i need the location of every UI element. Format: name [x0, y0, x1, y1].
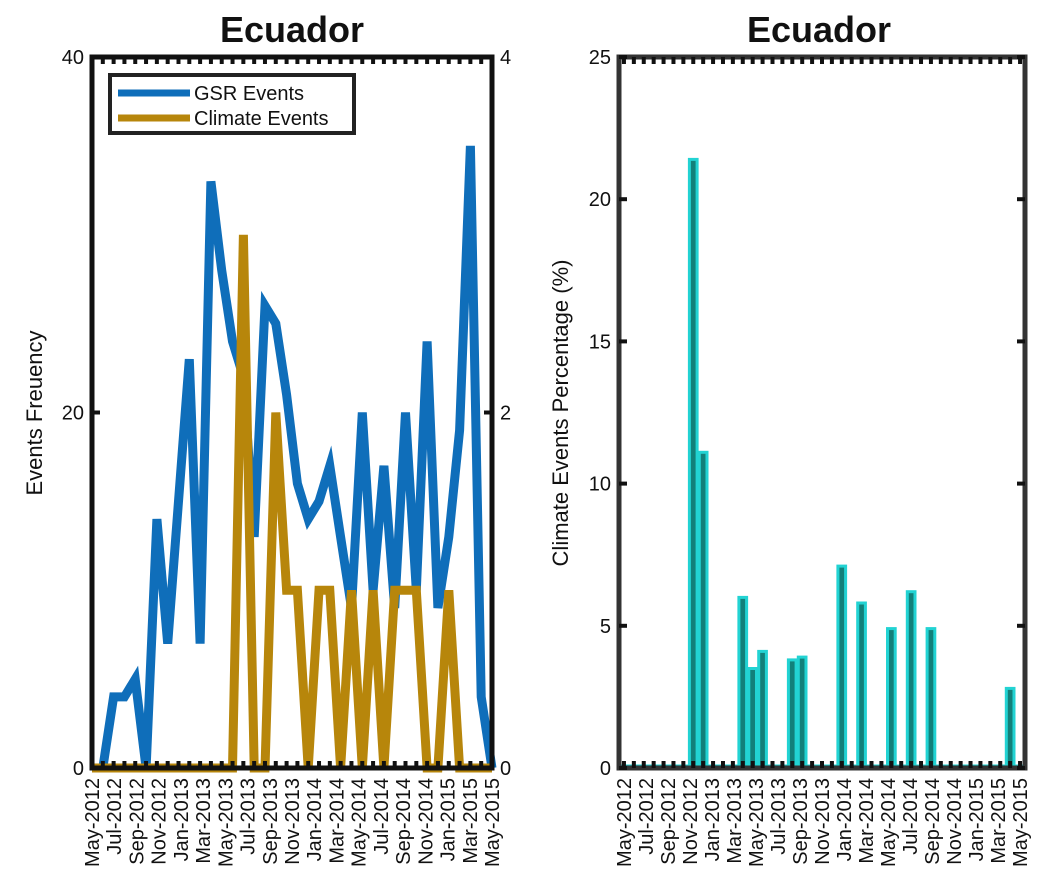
left-x-tick-label: Nov-2014	[415, 778, 437, 865]
right-x-tick-label: Nov-2013	[812, 778, 834, 865]
left-y-tick-label: 20	[62, 403, 84, 425]
right-x-tick-label: Sep-2014	[922, 778, 944, 865]
left-x-tick-label: Sep-2013	[260, 778, 282, 865]
right-y-tick-label: 25	[589, 47, 611, 69]
left-y-tick-label: 40	[62, 47, 84, 69]
left-y2-tick-label: 4	[500, 47, 511, 69]
legend-label-climate: Climate Events	[194, 108, 329, 130]
right-x-tick-label: May-2014	[878, 778, 900, 867]
bar	[747, 667, 758, 770]
bar	[856, 601, 867, 770]
right-y-tick-label: 0	[600, 758, 611, 780]
right-x-tick-label: Nov-2012	[680, 778, 702, 865]
bar	[687, 157, 699, 770]
left-series-group	[92, 145, 497, 773]
right-x-tick-label: Mar-2015	[988, 778, 1010, 864]
right-x-tick-label: Sep-2013	[790, 778, 812, 865]
right-y-tick-label: 5	[600, 616, 611, 638]
left-chart: Ecuador Events Freuency 0 20 40 0 2 4 May-2012…	[22, 9, 511, 867]
bar	[796, 655, 808, 770]
right-x-tick-label: Mar-2014	[856, 778, 878, 864]
legend-label-gsr: GSR Events	[194, 83, 304, 105]
left-x-tick-label: May-2015	[482, 778, 504, 867]
right-bars-group	[618, 157, 1026, 770]
series-line-gsr-events	[92, 145, 497, 773]
left-chart-title: Ecuador	[220, 9, 364, 50]
right-x-tick-label: Jan-2014	[834, 778, 856, 861]
left-x-tick-label: Jul-2013	[238, 778, 260, 855]
left-axes: 0 20 40 0 2 4 May-2012 Jul-2012 Sep-2012 Nov-2012…	[62, 47, 511, 867]
left-x-tick-label: Mar-2015	[460, 778, 482, 864]
left-x-tick-label: Jul-2014	[371, 778, 393, 855]
right-x-tick-label: Jul-2012	[636, 778, 658, 855]
left-x-tick-label: Sep-2014	[393, 778, 415, 865]
right-plot-frame	[616, 54, 1028, 771]
left-x-tick-label: May-2013	[215, 778, 237, 867]
right-chart-title: Ecuador	[747, 9, 891, 50]
left-x-tick-label: Jan-2015	[438, 778, 460, 861]
right-x-tick-label: Jul-2013	[768, 778, 790, 855]
legend-box	[108, 73, 356, 135]
left-x-tick-label: Nov-2013	[282, 778, 304, 865]
bar	[886, 627, 897, 770]
left-y-tick-label: 0	[73, 758, 84, 780]
bar	[697, 450, 709, 770]
left-y2-tick-label: 2	[500, 403, 511, 425]
left-x-tick-label: Jan-2013	[171, 778, 193, 861]
left-x-tick-label: May-2012	[82, 778, 104, 867]
right-x-tick-label: May-2013	[746, 778, 768, 867]
bar	[836, 564, 848, 770]
right-chart-ylabel: Climate Events Percentage (%)	[548, 260, 573, 567]
bar	[905, 590, 917, 770]
right-y-tick-label: 10	[589, 474, 611, 496]
bar	[1004, 686, 1016, 770]
right-x-tick-label: May-2015	[1010, 778, 1032, 867]
left-y2-tick-label: 0	[500, 758, 511, 780]
bar	[737, 595, 749, 770]
right-x-tick-label: Jan-2015	[966, 778, 988, 861]
right-x-tick-label: May-2012	[614, 778, 636, 867]
bar	[925, 627, 937, 770]
left-x-tick-label: Jul-2012	[104, 778, 126, 855]
bar	[757, 649, 768, 770]
right-y-tick-label: 20	[589, 189, 611, 211]
right-x-tick-label: Jan-2013	[702, 778, 724, 861]
right-x-tick-label: Nov-2014	[944, 778, 966, 865]
left-chart-ylabel: Events Freuency	[22, 330, 47, 495]
left-legend: GSR Events Climate Events	[108, 73, 356, 135]
left-x-tick-label: Mar-2013	[193, 778, 215, 864]
left-x-tick-label: Nov-2012	[149, 778, 171, 865]
right-x-tick-label: Mar-2013	[724, 778, 746, 864]
left-x-tick-label: May-2014	[349, 778, 371, 867]
left-x-tick-label: Mar-2014	[326, 778, 348, 864]
right-y-tick-label: 15	[589, 331, 611, 353]
bar	[786, 658, 798, 770]
right-x-tick-label: Jul-2014	[900, 778, 922, 855]
left-x-tick-label: Sep-2012	[126, 778, 148, 865]
left-x-tick-label: Jan-2014	[304, 778, 326, 861]
right-x-tick-label: Sep-2012	[658, 778, 680, 865]
right-chart: Ecuador Climate Events Percentage (%) 0 5…	[548, 9, 1032, 867]
